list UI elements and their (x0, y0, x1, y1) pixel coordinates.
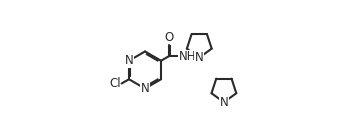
Text: N: N (220, 96, 228, 109)
Text: NH: NH (179, 50, 196, 63)
Text: O: O (165, 31, 174, 44)
Text: N: N (125, 54, 133, 67)
Text: N: N (141, 82, 149, 95)
Text: Cl: Cl (109, 77, 121, 90)
Text: N: N (195, 51, 204, 64)
